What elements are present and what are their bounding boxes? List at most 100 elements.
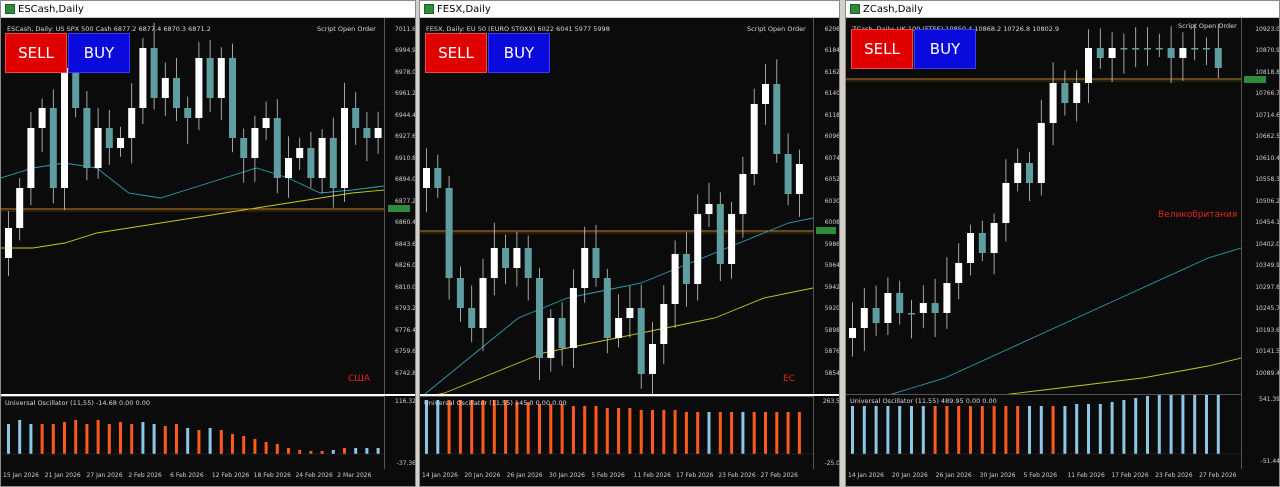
price-axis-tick: 6030 <box>824 197 840 205</box>
oscillator-bar <box>933 406 937 454</box>
price-axis-labels: 7011.6 6994.9 6978.0 6961.2 6944.4 6927.6 6910… <box>385 18 416 394</box>
price-axis-tick: 6910.8 <box>395 154 416 162</box>
price-axis-tick: 6776.4 <box>395 326 416 334</box>
price-chart-canvas <box>420 59 814 399</box>
oscillator-bar <box>910 406 913 454</box>
candle-body <box>1026 163 1033 183</box>
oscillator-bar <box>504 400 508 454</box>
oscillator-bar <box>74 420 78 454</box>
candle-body <box>1049 83 1057 123</box>
current-price-marker <box>1244 76 1266 83</box>
price-axis[interactable]: 10923.0 10870.9 10818.8 10766.7 10714.6 10662… <box>1241 18 1280 394</box>
oscillator-bar <box>331 450 335 454</box>
candle-body <box>296 148 304 158</box>
candle-body <box>318 138 326 178</box>
candle-body <box>660 304 668 344</box>
date-axis-tick: 27 Feb 2026 <box>760 472 798 479</box>
candle-body <box>931 303 939 313</box>
oscillator-bar <box>376 448 380 454</box>
price-axis[interactable]: 6206 6184 6162 6140 6118 6096 6074 6052 6030 6008… <box>813 18 840 394</box>
script-label: Script Open Order <box>747 25 806 33</box>
oscillator-bar <box>287 448 290 454</box>
price-axis-tick: 7011.6 <box>395 26 416 33</box>
candle-body <box>445 188 453 278</box>
oscillator-panel[interactable] <box>1 396 384 470</box>
price-axis-tick: 10454.1 <box>1255 219 1280 227</box>
price-axis[interactable]: 7011.6 6994.9 6978.0 6961.2 6944.4 6927.6 6910… <box>384 18 416 394</box>
buy-button[interactable]: BUY <box>68 33 130 73</box>
candle-body <box>1144 48 1151 50</box>
price-axis-tick: 6826.0 <box>395 262 416 270</box>
oscillator-bar <box>1016 406 1020 454</box>
candle-body <box>990 223 998 253</box>
price-axis-tick: 6994.9 <box>395 47 416 55</box>
candle-body <box>896 293 904 313</box>
date-axis-tick: 2 Feb 2026 <box>128 472 162 479</box>
oscillator-bar <box>1110 402 1114 454</box>
date-axis-tick: 27 Jan 2026 <box>86 472 123 479</box>
price-axis-tick: 6944.4 <box>395 111 416 119</box>
date-axis-tick: 18 Feb 2026 <box>253 472 291 479</box>
oscillator-bar <box>130 424 134 454</box>
price-axis-tick: 5942 <box>824 283 840 291</box>
oscillator-bar <box>354 448 358 454</box>
chart-window-escash[interactable]: ESCash,Daily 7011.6 6994.9 6978.0 6961.2 694… <box>0 0 416 487</box>
candle-body <box>1085 48 1092 83</box>
window-titlebar[interactable]: ESCash,Daily <box>1 1 415 18</box>
oscillator-bar <box>886 406 890 454</box>
candle-body <box>558 318 566 348</box>
oscillator-bar <box>898 406 902 454</box>
candle-body <box>16 188 24 228</box>
oscillator-bar <box>29 424 33 454</box>
window-title: ESCash,Daily <box>18 3 84 15</box>
oscillator-bar <box>1157 394 1161 454</box>
price-chart[interactable] <box>846 18 1242 414</box>
oscillator-axis-tick: 116.32 <box>395 398 416 405</box>
candle-body <box>513 248 521 268</box>
oscillator-axis: 541.39 -51.44 <box>1241 394 1279 469</box>
oscillator-bar <box>921 406 925 454</box>
candle-body <box>456 278 464 308</box>
script-label: Script Open Order <box>317 25 376 33</box>
buy-button[interactable]: BUY <box>488 33 550 73</box>
oscillator-bar <box>605 408 609 454</box>
oscillator-bar <box>730 412 734 454</box>
date-axis-tick: 26 Jan 2026 <box>935 472 972 479</box>
oscillator-panel[interactable] <box>846 384 1241 470</box>
candle-body <box>967 233 974 263</box>
price-axis-tick: 6978.0 <box>395 68 416 76</box>
oscillator-bar <box>481 400 485 454</box>
price-axis-tick: 10923.0 <box>1255 26 1280 33</box>
chart-window-icon <box>5 4 15 14</box>
oscillator-bar <box>1075 404 1079 454</box>
oscillator-bar <box>253 439 257 454</box>
price-axis-labels: 6206 6184 6162 6140 6118 6096 6074 6052 6030 6008… <box>814 18 840 394</box>
window-title: FESX,Daily <box>437 3 491 15</box>
price-chart[interactable] <box>1 18 385 394</box>
oscillator-bar <box>684 412 688 454</box>
candle-body <box>682 254 690 284</box>
oscillator-bar <box>560 404 564 454</box>
candle-body <box>5 228 12 258</box>
window-titlebar[interactable]: FESX,Daily <box>420 1 839 18</box>
oscillator-canvas <box>1 420 384 455</box>
candle-body <box>1191 48 1199 50</box>
sell-button[interactable]: SELL <box>5 33 67 73</box>
oscillator-bar <box>945 406 949 454</box>
price-axis-tick: 6008 <box>824 219 840 227</box>
oscillator-bar <box>208 428 212 454</box>
date-axis-tick: 14 Jan 2026 <box>422 472 458 479</box>
price-axis-tick: 5920 <box>824 305 840 313</box>
sell-button[interactable]: SELL <box>851 29 913 69</box>
oscillator-bar <box>119 422 122 454</box>
buy-button[interactable]: BUY <box>914 29 976 69</box>
candle-body <box>251 128 259 158</box>
sell-button[interactable]: SELL <box>425 33 487 73</box>
price-axis-tick: 6096 <box>824 133 840 141</box>
price-chart[interactable] <box>420 18 814 399</box>
candle-body <box>217 58 225 98</box>
window-titlebar[interactable]: ZCash,Daily <box>846 1 1279 18</box>
chart-window-fesx[interactable]: FESX,Daily 6206 6184 6162 6140 6118 6096 6074 6… <box>419 0 840 487</box>
chart-window-zcash[interactable]: ZCash,Daily 10923.0 10870.9 10818.8 10766.7… <box>845 0 1280 487</box>
oscillator-panel[interactable] <box>420 396 813 470</box>
